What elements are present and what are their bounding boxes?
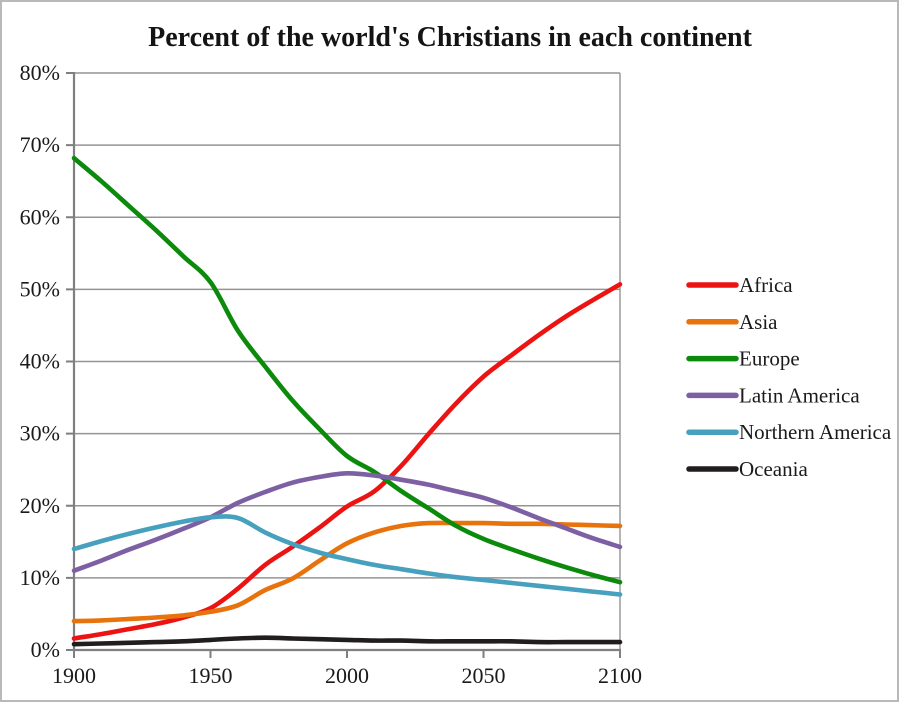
series-lines — [71, 155, 623, 647]
legend-label: Latin America — [739, 383, 860, 407]
series-line-oceania — [71, 635, 623, 647]
series-line-northern-america — [71, 514, 623, 597]
legend-item-africa: Africa — [686, 273, 793, 297]
y-tick-label: 60% — [20, 204, 60, 229]
gridlines — [74, 72, 620, 579]
legend-item-northern-america: Northern America — [686, 420, 892, 444]
legend-label: Europe — [739, 347, 800, 371]
x-tick-label: 2050 — [462, 663, 506, 688]
series-line-asia — [71, 520, 623, 624]
series-line-africa — [71, 282, 623, 641]
x-tick-label: 1900 — [52, 663, 96, 688]
y-tick-label: 80% — [20, 60, 60, 85]
series-line-europe — [71, 155, 623, 585]
chart-title: Percent of the world's Christians in eac… — [148, 22, 752, 53]
y-tick-label: 0% — [31, 637, 60, 662]
legend-item-latin-america: Latin America — [686, 383, 860, 407]
series-line-latin-america — [71, 470, 623, 573]
x-axis-labels: 1900 1950 2000 2050 2100 — [52, 663, 642, 688]
y-tick-label: 10% — [20, 565, 60, 590]
y-tick-label: 50% — [20, 276, 60, 301]
legend: Africa Asia Europe Latin America Northern Am… — [686, 273, 892, 481]
x-tick-label: 1950 — [189, 663, 233, 688]
legend-item-europe: Europe — [686, 347, 800, 371]
y-tick-label: 40% — [20, 349, 60, 374]
legend-label: Oceania — [739, 457, 808, 481]
legend-item-oceania: Oceania — [686, 457, 808, 481]
y-tick-label: 70% — [20, 132, 60, 157]
y-tick-label: 30% — [20, 421, 60, 446]
axes — [66, 72, 621, 658]
x-tick-label: 2100 — [598, 663, 642, 688]
legend-label: Africa — [739, 273, 793, 297]
y-tick-label: 20% — [20, 493, 60, 518]
y-axis-labels: 0% 10% 20% 30% 40% 50% 60% 70% 80% — [20, 60, 60, 662]
legend-label: Asia — [739, 310, 778, 334]
legend-item-asia: Asia — [686, 310, 778, 334]
legend-label: Northern America — [739, 420, 892, 444]
x-tick-label: 2000 — [325, 663, 369, 688]
